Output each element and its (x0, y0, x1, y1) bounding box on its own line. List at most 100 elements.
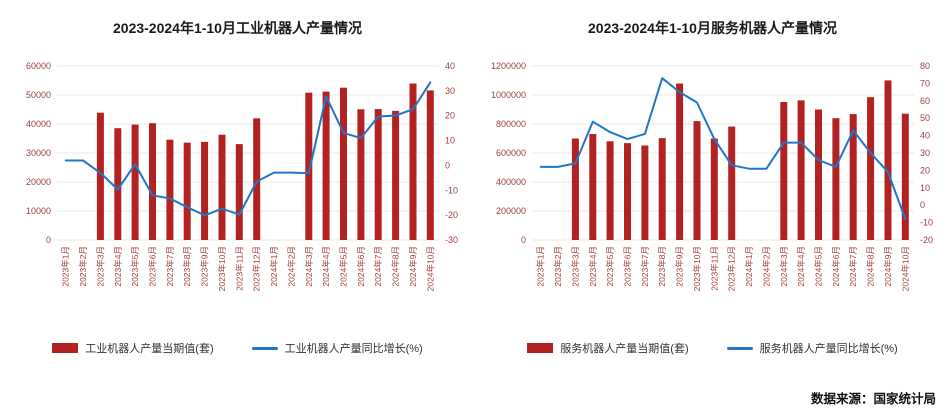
bar (252, 118, 260, 240)
bar (831, 118, 839, 240)
svg-text:2023年2月: 2023年2月 (78, 246, 88, 287)
charts-row: 2023-2024年1-10月工业机器人产量情况 0 10000 20000 3000… (0, 6, 933, 356)
svg-text:20: 20 (445, 111, 455, 121)
bar-series-swatch (527, 343, 554, 353)
svg-text:10000: 10000 (25, 206, 50, 216)
svg-text:-20: -20 (445, 210, 458, 220)
svg-text:30: 30 (445, 86, 455, 96)
svg-text:2023年12月: 2023年12月 (251, 246, 261, 291)
bar (165, 139, 173, 240)
line-series-label: 工业机器人产量同比增长(%) (284, 343, 423, 355)
svg-text:-10: -10 (920, 218, 933, 228)
svg-text:2024年2月: 2024年2月 (286, 246, 296, 287)
svg-text:2024年1月: 2024年1月 (744, 246, 754, 287)
svg-text:0: 0 (445, 160, 450, 170)
growth-line-series (539, 77, 906, 221)
robot-production-dashboard: 2023-2024年1-10月工业机器人产量情况 0 10000 20000 3000… (0, 6, 936, 406)
svg-text:2023年11月: 2023年11月 (709, 246, 719, 291)
svg-text:0: 0 (45, 235, 50, 245)
svg-text:-20: -20 (920, 235, 933, 245)
bar (183, 142, 191, 240)
bar (235, 144, 243, 240)
svg-text:2024年9月: 2024年9月 (882, 246, 892, 287)
svg-text:2024年6月: 2024年6月 (355, 246, 365, 287)
line-series-swatch (251, 346, 278, 350)
svg-text:2023年7月: 2023年7月 (164, 246, 174, 287)
bar (339, 87, 347, 240)
legend-item-service-bar[interactable]: 服务机器人产量当期值(套) (527, 340, 689, 356)
svg-text:40: 40 (920, 131, 930, 141)
bar (304, 92, 312, 240)
svg-text:-30: -30 (445, 235, 458, 245)
svg-text:600000: 600000 (495, 148, 525, 158)
svg-text:800000: 800000 (495, 119, 525, 129)
svg-text:2023年8月: 2023年8月 (182, 246, 192, 287)
svg-text:20: 20 (920, 165, 930, 175)
svg-text:2023年6月: 2023年6月 (147, 246, 157, 287)
svg-text:1000000: 1000000 (490, 90, 525, 100)
left-axis-labels: 0 10000 20000 30000 40000 50000 60000 (25, 61, 50, 245)
svg-text:2024年7月: 2024年7月 (373, 246, 383, 287)
svg-text:2024年9月: 2024年9月 (407, 246, 417, 287)
industrial-robot-chart: 0 10000 20000 30000 40000 50000 60000 -30 -20 -10… (25, 61, 458, 291)
svg-text:-10: -10 (445, 185, 458, 195)
service-chart-legend: 服务机器人产量当期值(套) 服务机器人产量同比增长(%) (527, 340, 898, 356)
bar-series-label: 服务机器人产量当期值(套) (560, 343, 689, 355)
svg-text:80: 80 (920, 61, 930, 71)
industrial-robot-chart-panel: 2023-2024年1-10月工业机器人产量情况 0 10000 20000 3000… (0, 6, 475, 356)
svg-text:2023年12月: 2023年12月 (726, 246, 736, 291)
bar (588, 134, 596, 240)
legend-item-industrial-bar[interactable]: 工业机器人产量当期值(套) (52, 340, 214, 356)
svg-text:2023年5月: 2023年5月 (605, 246, 615, 287)
svg-text:2023年4月: 2023年4月 (587, 246, 597, 287)
svg-text:2023年8月: 2023年8月 (657, 246, 667, 287)
industrial-chart-title: 2023-2024年1-10月工业机器人产量情况 (113, 20, 362, 36)
svg-text:40000: 40000 (25, 119, 50, 129)
bar (606, 141, 614, 240)
right-axis-labels: -20 -10 0 10 20 30 40 50 60 70 80 (920, 61, 933, 245)
bar (658, 138, 666, 240)
bar (901, 113, 909, 240)
data-source-note: 数据来源：国家统计局 (810, 392, 936, 406)
bar (96, 112, 104, 240)
bar-series-label: 工业机器人产量当期值(套) (85, 343, 214, 355)
svg-text:2023年1月: 2023年1月 (60, 246, 70, 287)
bar (710, 138, 718, 240)
svg-text:1200000: 1200000 (490, 61, 525, 71)
svg-text:400000: 400000 (495, 177, 525, 187)
svg-text:2023年4月: 2023年4月 (112, 246, 122, 287)
svg-text:2023年11月: 2023年11月 (234, 246, 244, 291)
svg-text:2023年3月: 2023年3月 (570, 246, 580, 287)
legend-item-service-line[interactable]: 服务机器人产量同比增长(%) (726, 340, 898, 356)
bar (727, 126, 735, 240)
bar-series (571, 80, 909, 241)
bar (675, 83, 683, 240)
bar (866, 97, 874, 240)
x-axis-labels: 2023年1月 2023年2月 2023年3月 2023年4月 2023年5月 2023年… (535, 246, 910, 291)
bar-series-swatch (52, 343, 79, 353)
svg-text:2024年8月: 2024年8月 (390, 246, 400, 287)
svg-text:60: 60 (920, 96, 930, 106)
bar (623, 143, 631, 240)
x-axis-labels: 2023年1月 2023年2月 2023年3月 2023年4月 2023年5月 2023年… (60, 246, 435, 291)
bar (391, 110, 399, 241)
legend-item-industrial-line[interactable]: 工业机器人产量同比增长(%) (251, 340, 423, 356)
bar (356, 109, 364, 240)
svg-text:2023年1月: 2023年1月 (535, 246, 545, 287)
bar-series (96, 83, 434, 241)
svg-text:2023年6月: 2023年6月 (622, 246, 632, 287)
line-series-label: 服务机器人产量同比增长(%) (759, 343, 898, 355)
bar (131, 124, 139, 240)
svg-text:2024年1月: 2024年1月 (269, 246, 279, 287)
svg-text:2023年7月: 2023年7月 (639, 246, 649, 287)
svg-text:2024年8月: 2024年8月 (865, 246, 875, 287)
bar (148, 123, 156, 240)
svg-text:70: 70 (920, 78, 930, 88)
bar (849, 114, 857, 240)
svg-text:2023年5月: 2023年5月 (130, 246, 140, 287)
svg-text:2023年10月: 2023年10月 (691, 246, 701, 291)
service-chart-title: 2023-2024年1-10月服务机器人产量情况 (588, 20, 837, 36)
bar (797, 100, 805, 241)
svg-text:30: 30 (920, 148, 930, 158)
bar (374, 109, 382, 240)
